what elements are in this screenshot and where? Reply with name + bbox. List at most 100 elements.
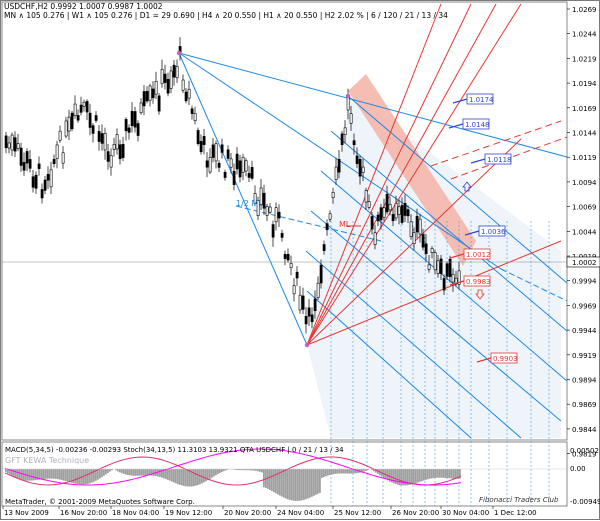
candle-body bbox=[20, 148, 22, 165]
candle-body bbox=[434, 253, 436, 270]
macd-bar bbox=[339, 469, 341, 474]
candle-body bbox=[191, 109, 193, 114]
macd-bar bbox=[31, 469, 33, 481]
candle-body bbox=[149, 86, 151, 100]
macd-bar bbox=[301, 469, 303, 500]
macd-bar bbox=[45, 469, 47, 479]
candle-body bbox=[413, 233, 415, 244]
candle-body bbox=[77, 115, 79, 120]
macd-bar bbox=[103, 469, 105, 476]
macd-bar bbox=[187, 469, 189, 486]
macd-bar bbox=[343, 469, 345, 473]
candle-body bbox=[56, 145, 58, 159]
macd-bar bbox=[303, 469, 305, 500]
candle-body bbox=[203, 136, 205, 144]
macd-bar bbox=[141, 469, 143, 476]
macd-bar bbox=[285, 469, 287, 499]
macd-bar bbox=[55, 469, 57, 479]
candle-body bbox=[8, 143, 10, 148]
candle-body bbox=[452, 274, 454, 282]
current-price-label: 1.0002 bbox=[572, 259, 597, 267]
candle-body bbox=[14, 138, 16, 151]
macd-bar bbox=[53, 469, 55, 479]
macd-bar bbox=[453, 469, 455, 479]
candle-body bbox=[131, 111, 133, 125]
candle-body bbox=[143, 92, 145, 106]
candle-body bbox=[401, 205, 403, 222]
macd-bar bbox=[293, 469, 295, 501]
macd-bar bbox=[77, 469, 79, 484]
macd-bar bbox=[175, 469, 177, 483]
candle-body bbox=[158, 96, 160, 111]
candle-body bbox=[92, 126, 94, 134]
price-tick-label: 1.0194 bbox=[572, 80, 597, 88]
macd-bar bbox=[85, 469, 87, 484]
macd-bar bbox=[271, 469, 273, 491]
macd-bar bbox=[135, 469, 137, 476]
candle-body bbox=[5, 136, 7, 148]
candle-body bbox=[59, 131, 61, 140]
candle-body bbox=[218, 163, 220, 167]
macd-bar bbox=[313, 469, 315, 496]
price-box-label: 1.0174 bbox=[469, 96, 494, 104]
macd-bar bbox=[415, 469, 417, 483]
price-tick-label: 1.0169 bbox=[572, 105, 597, 113]
candle-body bbox=[74, 104, 76, 116]
candle-body bbox=[194, 113, 196, 120]
macd-bar bbox=[59, 469, 61, 480]
candle-body bbox=[296, 272, 298, 278]
candle-body bbox=[86, 101, 88, 112]
sub-window-title: MACD(5,34,5) -0.00236 -0.00293 Stoch(34,… bbox=[5, 446, 344, 454]
macd-bar bbox=[309, 469, 311, 498]
macd-bar bbox=[153, 469, 155, 476]
macd-bar bbox=[447, 469, 449, 478]
macd-bar bbox=[105, 469, 107, 474]
macd-bar bbox=[431, 469, 433, 478]
candle-body bbox=[287, 254, 289, 260]
macd-bar bbox=[79, 469, 81, 484]
macd-bar bbox=[363, 469, 365, 472]
candle-body bbox=[278, 212, 280, 218]
candle-body bbox=[350, 114, 352, 124]
candle-body bbox=[323, 245, 325, 251]
macd-bar bbox=[5, 469, 7, 472]
macd-bar bbox=[319, 469, 321, 493]
macd-bar bbox=[41, 469, 43, 479]
macd-bar bbox=[211, 469, 213, 478]
macd-bar bbox=[297, 469, 299, 501]
macd-bar bbox=[87, 469, 89, 484]
candle-body bbox=[170, 71, 172, 88]
macd-bar bbox=[197, 469, 199, 485]
candle-body bbox=[11, 135, 13, 150]
macd-bar bbox=[203, 469, 205, 482]
macd-bar bbox=[185, 469, 187, 486]
candle-body bbox=[248, 173, 250, 177]
macd-bar bbox=[295, 469, 297, 501]
macd-bar bbox=[397, 469, 399, 485]
macd-scale-top: 0.00502 bbox=[570, 447, 599, 455]
club-label: Fibonacci Traders Club bbox=[479, 496, 559, 504]
price-tick-label: 1.0069 bbox=[572, 204, 597, 212]
macd-bar bbox=[441, 469, 443, 478]
price-tick-label: 1.0144 bbox=[572, 130, 597, 138]
candle-body bbox=[329, 214, 331, 219]
candle-body bbox=[347, 97, 349, 110]
macd-bar bbox=[69, 469, 71, 482]
candle-body bbox=[236, 154, 238, 169]
candle-body bbox=[371, 216, 373, 229]
candle-body bbox=[32, 177, 34, 188]
candle-body bbox=[446, 264, 448, 277]
macd-bar bbox=[427, 469, 429, 479]
price-tick-label: 0.9944 bbox=[572, 327, 597, 335]
macd-bar bbox=[411, 469, 413, 484]
candle-body bbox=[425, 244, 427, 254]
macd-bar bbox=[323, 469, 325, 477]
macd-bar bbox=[15, 469, 17, 478]
candle-body bbox=[365, 191, 367, 202]
candle-body bbox=[137, 124, 139, 136]
macd-bar bbox=[425, 469, 427, 480]
time-tick-label: 19 Nov 12:00 bbox=[165, 509, 212, 517]
macd-bar bbox=[167, 469, 169, 480]
